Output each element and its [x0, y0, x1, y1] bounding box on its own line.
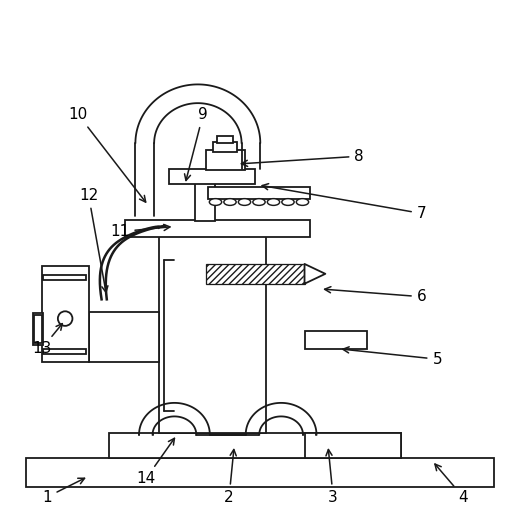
Ellipse shape: [253, 199, 265, 205]
Text: 8: 8: [242, 149, 364, 166]
Ellipse shape: [267, 199, 280, 205]
Bar: [33, 313, 44, 345]
Bar: [208, 187, 310, 199]
Bar: [205, 150, 245, 170]
Bar: [159, 235, 266, 433]
Bar: [44, 349, 87, 354]
Ellipse shape: [282, 199, 294, 205]
Text: 4: 4: [435, 464, 468, 504]
Circle shape: [58, 311, 72, 326]
Text: 10: 10: [68, 107, 145, 202]
Ellipse shape: [224, 199, 236, 205]
Bar: [304, 330, 367, 349]
Bar: [304, 433, 401, 458]
Bar: [44, 276, 87, 280]
Bar: [213, 142, 237, 151]
Text: 7: 7: [262, 184, 426, 221]
Polygon shape: [304, 264, 326, 284]
Text: 9: 9: [185, 107, 208, 181]
Bar: [35, 315, 42, 343]
Text: 14: 14: [136, 438, 175, 486]
Text: 11: 11: [110, 224, 170, 239]
Bar: [89, 312, 159, 362]
Bar: [26, 458, 494, 486]
Bar: [195, 182, 215, 221]
Text: 5: 5: [343, 347, 442, 367]
Bar: [217, 136, 233, 143]
Ellipse shape: [238, 199, 251, 205]
Ellipse shape: [209, 199, 221, 205]
Text: 13: 13: [32, 323, 62, 356]
Text: 3: 3: [326, 450, 338, 504]
Text: 6: 6: [324, 287, 426, 304]
Text: 2: 2: [224, 450, 236, 504]
Bar: [109, 433, 401, 458]
Text: 12: 12: [79, 188, 108, 292]
Bar: [205, 264, 305, 284]
Ellipse shape: [296, 199, 309, 205]
Bar: [42, 266, 89, 362]
Text: 1: 1: [42, 478, 84, 504]
Bar: [169, 169, 255, 184]
Bar: [125, 220, 310, 237]
